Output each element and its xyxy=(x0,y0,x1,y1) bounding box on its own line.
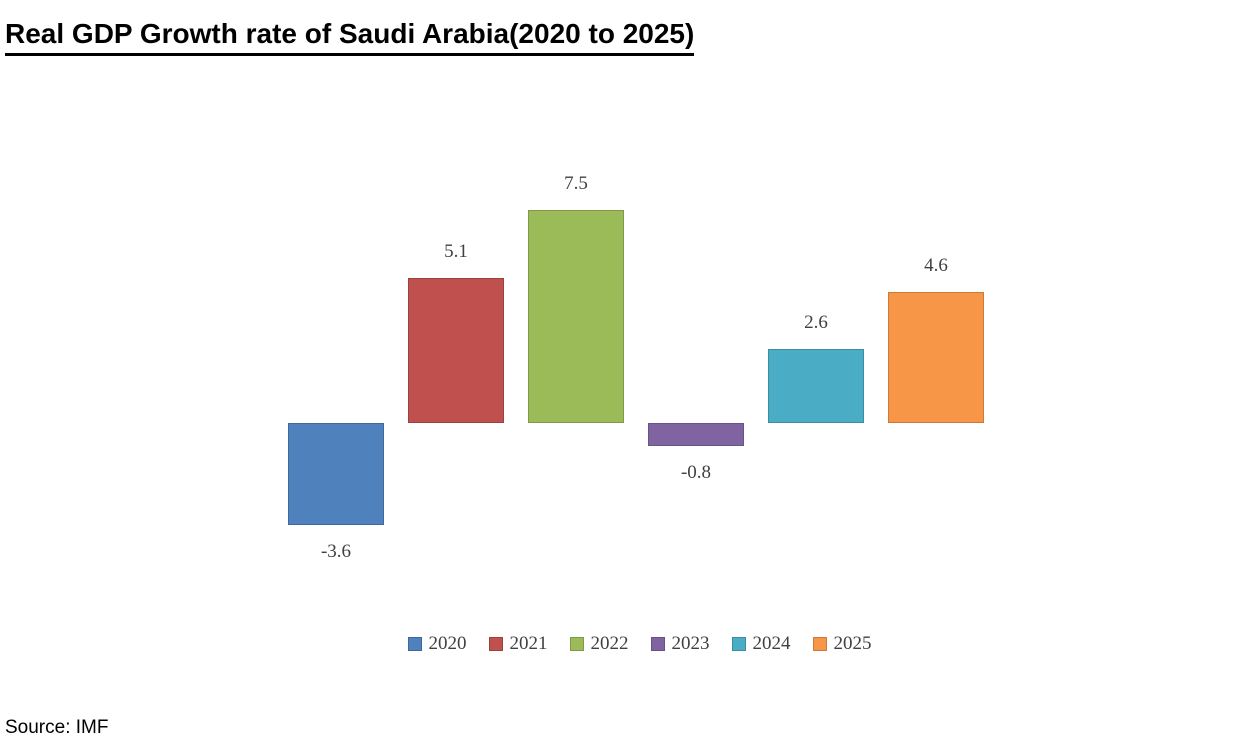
value-label-2023: -0.8 xyxy=(680,461,712,483)
value-label-2025: 4.6 xyxy=(924,255,948,277)
legend-swatch-2024 xyxy=(731,637,746,651)
legend-label-2023: 2023 xyxy=(671,633,710,654)
legend-label-2020: 2020 xyxy=(428,633,467,654)
legend-swatch-2021 xyxy=(488,637,503,651)
value-label-2024: 2.6 xyxy=(804,312,828,334)
legend-label-2021: 2021 xyxy=(509,633,548,654)
legend-swatch-2022 xyxy=(569,637,584,651)
legend-label-2022: 2022 xyxy=(590,633,629,654)
legend-label-2024: 2024 xyxy=(752,633,791,654)
legend-item-2021: 2021 xyxy=(488,633,548,655)
legend-swatch-2023 xyxy=(650,637,665,651)
chart-title: Real GDP Growth rate of Saudi Arabia(202… xyxy=(5,18,695,56)
bar-2020 xyxy=(288,423,384,526)
bar-2023 xyxy=(648,423,744,446)
legend-item-2025: 2025 xyxy=(812,633,872,655)
bar-2025 xyxy=(888,292,984,423)
legend-swatch-2020 xyxy=(407,637,422,651)
bar-2024 xyxy=(768,349,864,423)
value-label-2022: 7.5 xyxy=(564,173,588,194)
legend-item-2022: 2022 xyxy=(569,633,629,655)
chart-legend: 2020 2021 2022 2023 2024 2025 xyxy=(0,633,1250,655)
source-note: Source: IMF xyxy=(5,717,109,738)
legend-swatch-2025 xyxy=(812,637,827,651)
legend-item-2023: 2023 xyxy=(650,633,710,655)
value-label-2020: -3.6 xyxy=(320,541,352,563)
legend-label-2025: 2025 xyxy=(833,633,872,654)
value-label-2021: 5.1 xyxy=(444,241,468,263)
legend-item-2020: 2020 xyxy=(407,633,467,655)
bar-2022 xyxy=(528,210,624,423)
bar-2021 xyxy=(408,278,504,423)
legend-item-2024: 2024 xyxy=(731,633,791,655)
title-wrap: Real GDP Growth rate of Saudi Arabia(202… xyxy=(5,18,695,56)
